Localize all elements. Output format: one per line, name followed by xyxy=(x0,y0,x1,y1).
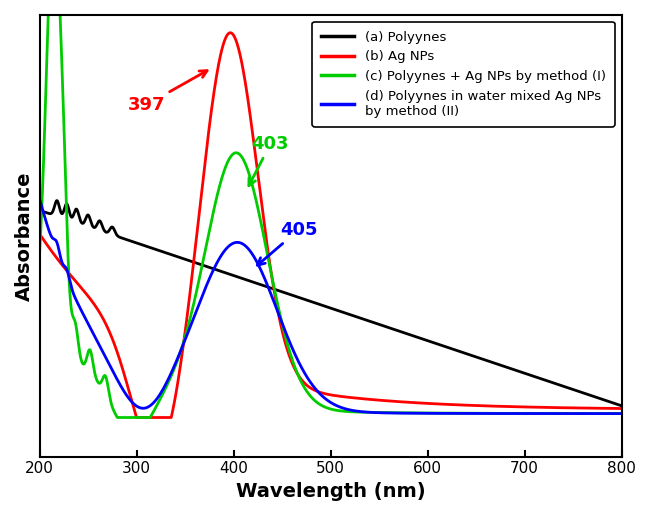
Text: 397: 397 xyxy=(128,71,207,114)
Y-axis label: Absorbance: Absorbance xyxy=(15,171,34,300)
X-axis label: Wavelength (nm): Wavelength (nm) xyxy=(236,482,425,501)
Text: 403: 403 xyxy=(249,135,289,186)
Legend: (a) Polyynes, (b) Ag NPs, (c) Polyynes + Ag NPs by method (I), (d) Polyynes in w: (a) Polyynes, (b) Ag NPs, (c) Polyynes +… xyxy=(312,22,615,127)
Text: 405: 405 xyxy=(257,221,317,265)
